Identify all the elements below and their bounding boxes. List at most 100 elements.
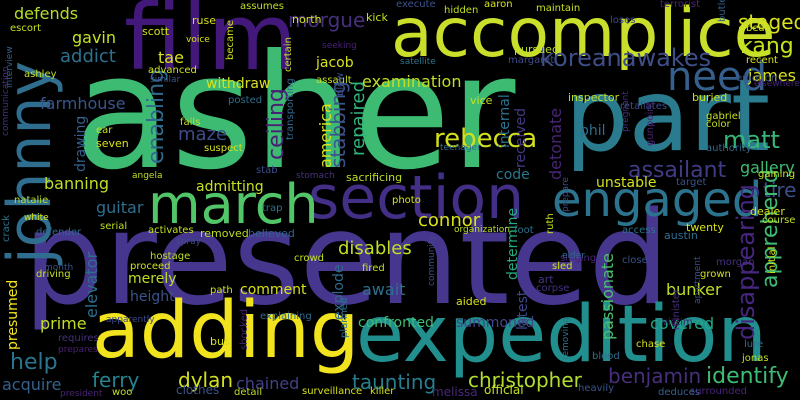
word-gallery: gallery [740,158,795,177]
word-suspect: suspect [204,143,243,154]
word-elder: elder [562,251,585,261]
word-photo: photo [392,195,421,206]
word-stab: stab [256,165,278,176]
word-angela: angela [132,171,163,181]
word-jacob: jacob [316,55,354,71]
word-repaired: repaired [348,80,369,156]
word-grown: grown [700,269,731,280]
word-proceed: proceed [130,261,171,272]
word-admitting: admitting [196,179,264,195]
word-fails: fails [180,117,201,128]
word-defends: defends [14,4,79,23]
word-buried: buried [692,91,728,104]
word-art: art [538,273,554,286]
word-jonas: jonas [742,353,769,364]
word-vice: vice [470,94,493,107]
word-ear: ear [96,125,113,136]
word-access: access [622,225,656,236]
word-gavin: gavin [72,28,117,47]
word-benjamin: benjamin [608,364,702,388]
word-clothes: clothes [176,383,220,397]
word-aaron: aaron [484,0,513,10]
word-presumed: presumed [5,279,21,350]
word-authority: authority [706,143,752,154]
word-heavily: heavily [578,383,615,394]
word-drawing: drawing [73,115,89,172]
word-march: march [148,173,319,236]
word-christopher: christopher [468,368,582,392]
word-confronted: confronted [358,315,434,331]
word-passionate: passionate [598,253,617,340]
word-tire: tire [763,178,797,202]
word-planned: planned [339,297,350,338]
word-serial: serial [100,221,128,232]
word-believed: believed [248,227,295,240]
word-twenty: twenty [686,221,724,234]
word-assailant: assailant [628,158,727,183]
word-assumes: assumes [240,1,284,12]
word-matt: matt [723,126,780,154]
word-scott: scott [142,25,170,38]
word-initial: initial [767,246,778,275]
word-seeking: seeking [322,41,357,51]
word-maze: maze [178,124,228,145]
word-determine: determine [505,207,521,280]
word-stomach: stomach [296,171,335,181]
word-gabriel: gabriel [706,111,741,122]
word-pursued: pursued [514,43,559,56]
word-killer: killer [370,386,395,397]
word-withdraw: withdraw [206,76,271,92]
word-close: close [622,255,648,266]
word-trap: trap [262,203,283,214]
word-surrounded: surrounded [690,386,748,397]
word-kang: kang [740,34,794,59]
word-requires: requires [58,333,99,344]
word-elevator: elevator [82,251,101,318]
word-rebecca: rebecca [434,124,538,154]
word-recent: recent [746,55,778,66]
word-ashley: ashley [24,69,57,80]
word-covered: covered [650,314,715,333]
word-community: community [427,235,437,286]
word-identify: identify [706,364,789,389]
word-maintain: maintain [536,3,581,14]
word-surveillance: surveillance [302,386,363,397]
word-color: color [706,119,731,130]
word-natalie: natalie [14,195,49,206]
word-ruse: ruse [192,14,216,27]
word-disables: disables [338,238,412,259]
word-month: month [44,263,74,273]
word-retaliates: retaliates [620,101,668,112]
word-removing: removing [561,317,571,360]
word-similar: similar [150,75,181,85]
word-foot: foot [514,225,534,236]
word-need: need [667,54,767,100]
word-chained: chained [236,374,300,393]
word-assault: assault [316,75,352,86]
word-prepare: prepare [561,176,571,212]
word-section: section [308,163,525,233]
word-execute: execute [396,0,436,10]
word-help: help [10,350,58,375]
word-blood: blood [592,351,620,362]
word-film: film [124,0,298,91]
word-melissa: melissa [432,385,478,399]
word-activates: activates [148,225,194,236]
word-terrorist: terrorist [660,0,701,10]
word-certain: certain [283,37,294,72]
word-banning: banning [44,174,109,193]
word-advanced: advanced [148,65,197,76]
word-pregnant: pregnant [621,91,631,132]
word-shocked: shocked [239,308,250,350]
word-inspector: inspector [568,91,620,104]
word-part: part [565,57,771,174]
word-kick: kick [366,11,388,24]
word-engaged: engaged [552,172,763,228]
word-acquire: acquire [2,375,62,394]
word-elsewhere: elsewhere [754,79,800,89]
word-presented: presented [23,185,670,334]
word-victim: victim [662,317,693,328]
word-chase: chase [636,339,666,350]
word-farmhouse: farmhouse [40,94,126,113]
word-dylan: dylan [178,368,234,392]
